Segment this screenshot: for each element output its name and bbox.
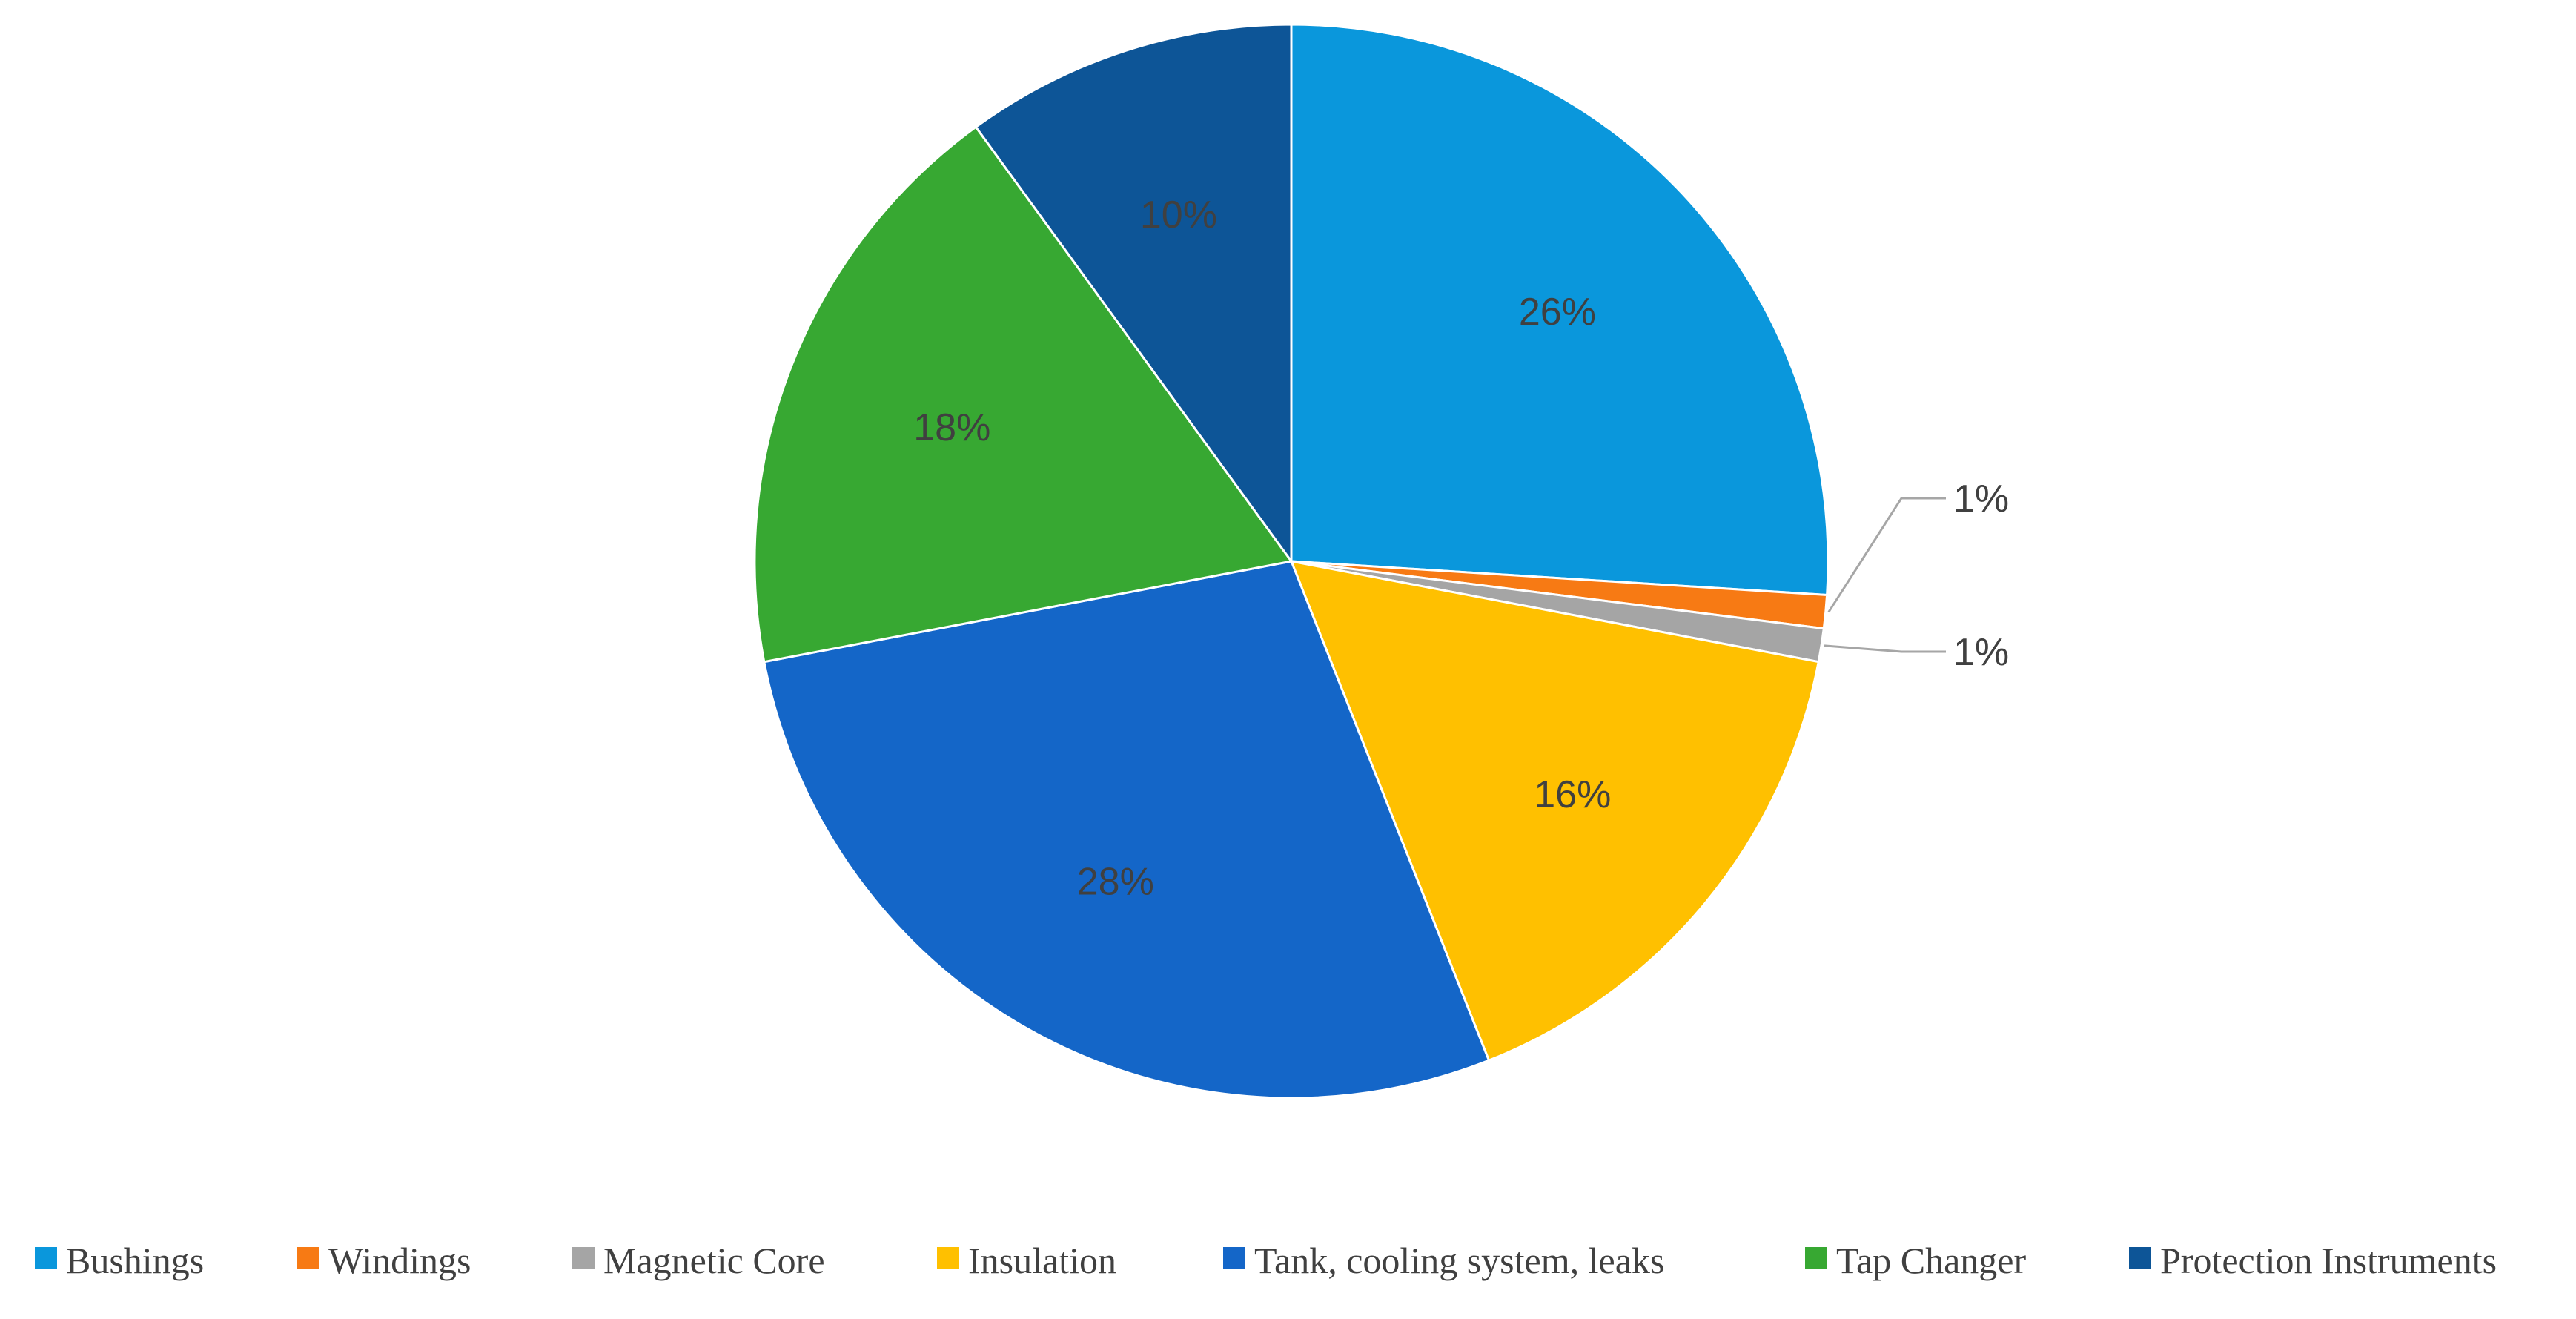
legend-swatch-windings xyxy=(297,1247,319,1269)
leader-line-magnetic-core xyxy=(1824,644,1946,653)
legend-item-protection-instruments: Protection Instruments xyxy=(2129,1240,2497,1281)
data-label-tank-cooling-system-leaks: 28% xyxy=(1077,860,1154,903)
pie-slice-protection-instruments xyxy=(974,23,1293,565)
legend-item-insulation: Insulation xyxy=(937,1240,1116,1281)
legend-label-tank-cooling-system-leaks: Tank, cooling system, leaks xyxy=(1254,1240,1664,1281)
leader-lines xyxy=(1824,497,1946,653)
legend-swatch-magnetic-core xyxy=(572,1247,595,1269)
data-labels: 26% 1% 1% 16% 28% 18% 10% xyxy=(913,194,2009,904)
legend-label-magnetic-core: Magnetic Core xyxy=(603,1240,825,1281)
legend-item-magnetic-core: Magnetic Core xyxy=(572,1240,825,1281)
legend-item-tap-changer: Tap Changer xyxy=(1805,1240,2026,1281)
legend-label-insulation: Insulation xyxy=(968,1240,1116,1281)
data-label-windings: 1% xyxy=(1953,477,2009,520)
pie-slice-insulation xyxy=(1289,560,1820,1062)
legend-item-windings: Windings xyxy=(297,1240,471,1281)
legend-label-protection-instruments: Protection Instruments xyxy=(2160,1240,2497,1281)
pie-slice-tap-changer xyxy=(753,125,1294,664)
legend-label-windings: Windings xyxy=(328,1240,471,1281)
legend-label-tap-changer: Tap Changer xyxy=(1836,1240,2026,1281)
legend-item-tank-cooling-system-leaks: Tank, cooling system, leaks xyxy=(1223,1240,1664,1281)
data-label-protection-instruments: 10% xyxy=(1140,194,1217,237)
data-label-bushings: 26% xyxy=(1519,291,1596,334)
legend-swatch-insulation xyxy=(937,1247,959,1269)
legend-label-bushings: Bushings xyxy=(66,1240,204,1281)
legend-swatch-bushings xyxy=(35,1247,57,1269)
pie-slice-tank-cooling-system-leaks xyxy=(763,560,1491,1100)
legend-item-bushings: Bushings xyxy=(35,1240,204,1281)
data-label-magnetic-core: 1% xyxy=(1953,631,2009,674)
data-label-insulation: 16% xyxy=(1534,773,1611,816)
pie-slice-bushings xyxy=(1290,23,1830,597)
legend-swatch-tank-cooling-system-leaks xyxy=(1223,1247,1245,1269)
legend-swatch-tap-changer xyxy=(1805,1247,1827,1269)
data-label-tap-changer: 18% xyxy=(913,406,990,449)
leader-line-windings xyxy=(1827,497,1946,613)
legend-swatch-protection-instruments xyxy=(2129,1247,2151,1269)
pie-slices xyxy=(753,23,1830,1100)
legend: Bushings Windings Magnetic Core Insulation T… xyxy=(35,1240,2497,1281)
